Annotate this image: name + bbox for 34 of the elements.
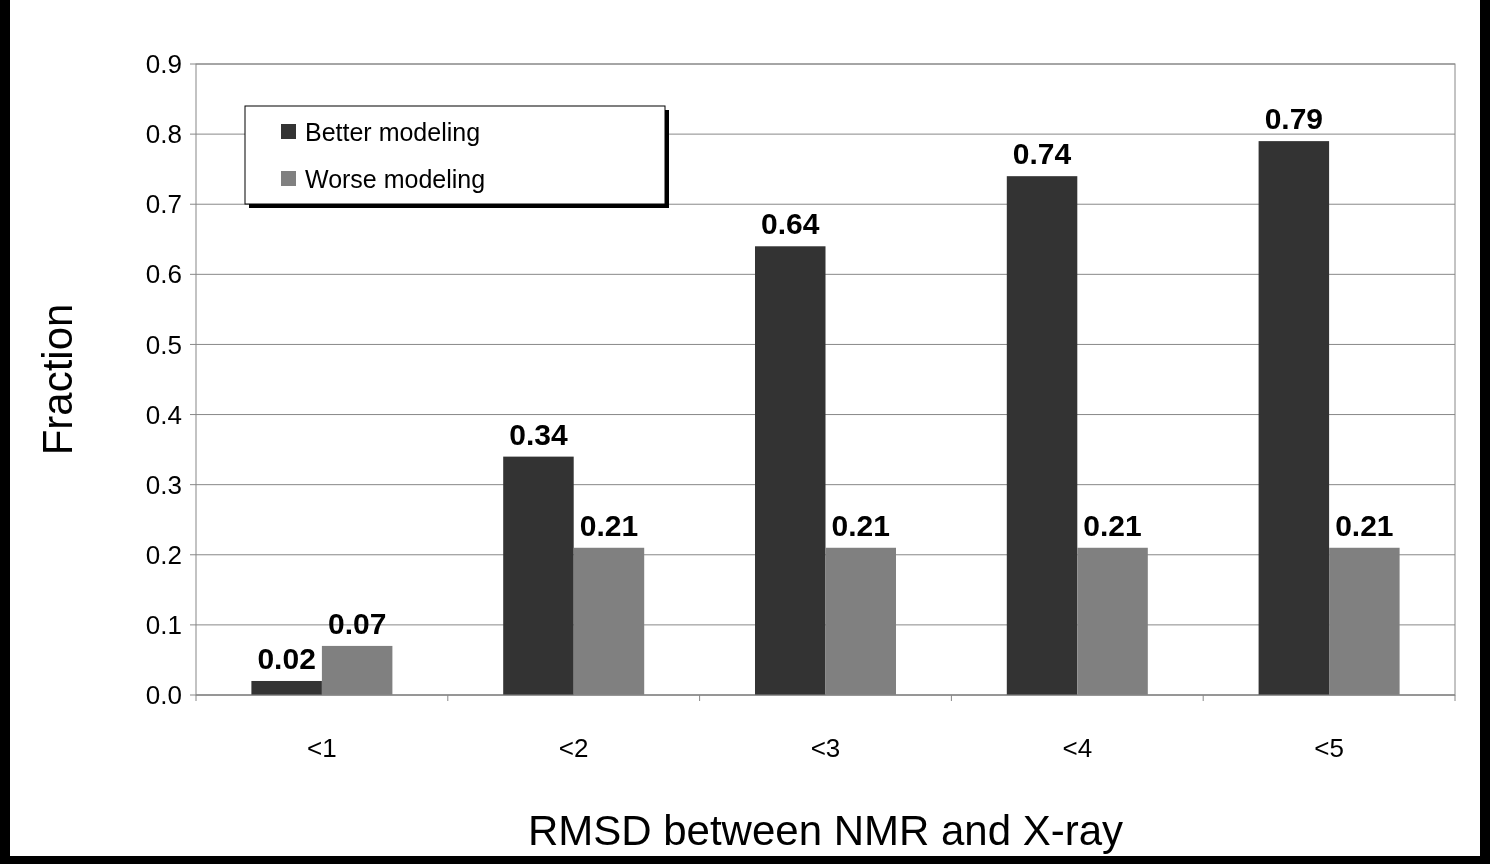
y-axis-title: Fraction	[34, 303, 81, 456]
data-label: 0.74	[1012, 137, 1072, 171]
y-tick-label: 0.9	[145, 49, 182, 80]
data-label: 0.02	[257, 641, 316, 675]
y-tick-label: 0.6	[145, 259, 182, 290]
data-label: 0.21	[831, 508, 890, 542]
bar	[251, 680, 322, 695]
y-tick-label: 0.8	[145, 119, 182, 150]
bar	[503, 456, 574, 695]
y-tick-label: 0.3	[145, 469, 182, 500]
data-label: 0.07	[327, 606, 387, 640]
y-tick-label: 0.4	[145, 399, 182, 430]
x-tick-label: <5	[1314, 733, 1344, 763]
y-tick-label: 0.5	[145, 329, 182, 360]
x-axis-title: RMSD between NMR and X-ray	[527, 807, 1124, 854]
x-tick-label: <4	[1062, 733, 1093, 763]
data-label: 0.21	[1335, 508, 1394, 542]
legend-label: Better modeling	[305, 117, 481, 146]
y-tick-label: 0.7	[145, 189, 182, 220]
data-label: 0.21	[579, 508, 639, 542]
x-tick-label: <1	[307, 733, 337, 763]
y-tick-label: 0.0	[145, 680, 182, 711]
y-tick-label: 0.1	[145, 609, 182, 640]
data-label: 0.64	[761, 207, 820, 241]
x-tick-label: <3	[810, 733, 841, 763]
data-label: 0.21	[1083, 508, 1142, 542]
y-tick-label: 0.2	[145, 539, 182, 570]
data-label: 0.34	[509, 417, 568, 451]
bar	[1006, 176, 1078, 695]
bar	[1258, 141, 1330, 695]
x-tick-label: <2	[558, 733, 589, 763]
bar	[755, 246, 826, 695]
data-label: 0.79	[1264, 102, 1324, 136]
legend-label: Worse modeling	[305, 164, 486, 193]
